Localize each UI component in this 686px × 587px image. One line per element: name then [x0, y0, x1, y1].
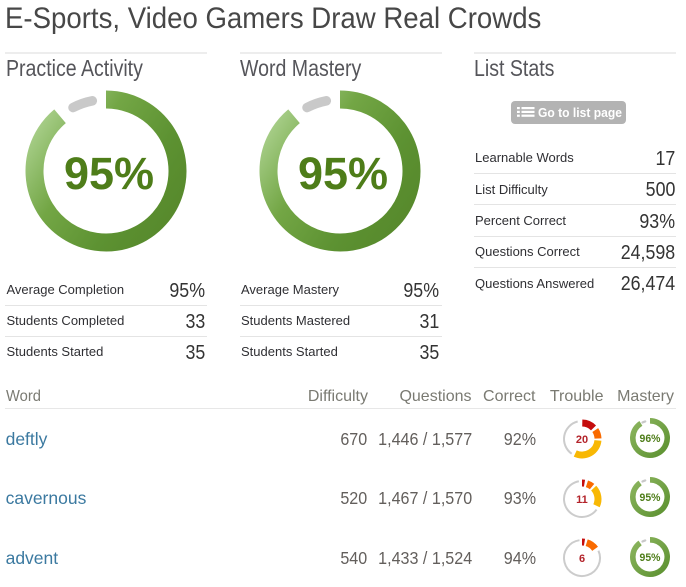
svg-text:95%: 95% — [63, 148, 153, 199]
svg-text:95%: 95% — [639, 552, 660, 564]
svg-text:96%: 96% — [639, 433, 660, 445]
svg-text:6: 6 — [579, 553, 585, 565]
svg-text:11: 11 — [576, 494, 588, 506]
svg-text:95%: 95% — [298, 148, 388, 199]
svg-text:20: 20 — [576, 434, 588, 446]
svg-text:95%: 95% — [639, 492, 660, 504]
